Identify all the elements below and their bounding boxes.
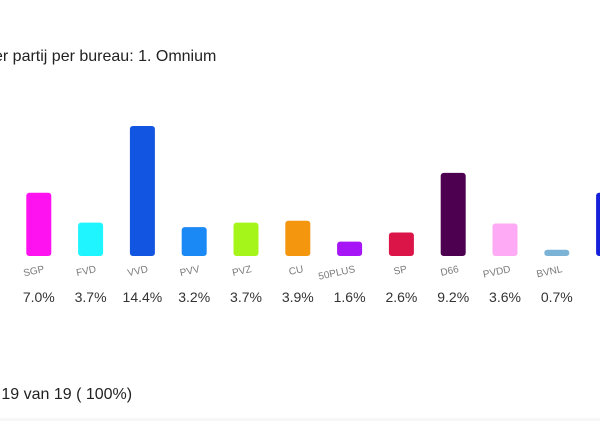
category-label-d66: D66 <box>440 264 461 279</box>
bar-sp <box>388 232 414 256</box>
bar-ja <box>596 192 600 256</box>
category-label-sp: SP <box>393 264 409 278</box>
value-label-vvd: 14.4% <box>123 289 163 305</box>
value-label-d66: 9.2% <box>437 289 469 305</box>
bar-cu <box>285 220 311 256</box>
bar-bvnl <box>544 249 570 256</box>
value-label-cu: 3.9% <box>282 289 314 305</box>
bar-d66 <box>440 172 466 256</box>
category-label-cu: CU <box>288 264 304 278</box>
category-label-vvd: VVD <box>127 264 149 279</box>
value-label-pvv: 3.2% <box>178 289 210 305</box>
footer-band <box>0 418 600 421</box>
bar-pvdd <box>492 223 518 256</box>
bar-pvv <box>181 227 207 256</box>
counted-status: us 19 van 19 ( 100%) <box>0 386 133 403</box>
value-label-bvnl: 0.7% <box>541 289 573 305</box>
value-label-sp: 2.6% <box>385 289 417 305</box>
category-label-fvd: FVD <box>75 264 97 279</box>
category-label-bvnl: BVNL <box>536 264 564 280</box>
bar-fvd <box>78 222 104 256</box>
value-label-50plus: 1.6% <box>334 289 366 305</box>
value-label-pvz: 3.7% <box>230 289 262 305</box>
category-label-sgp: SGP <box>22 264 45 279</box>
value-label-fvd: 3.7% <box>75 289 107 305</box>
bar-vvd <box>129 126 155 256</box>
bar-pvz <box>233 222 259 256</box>
bar-50plus <box>337 241 363 256</box>
value-label-sgp: 7.0% <box>23 289 55 305</box>
category-label-pvv: PVV <box>179 264 201 279</box>
category-label-pvdd: PVDD <box>482 264 511 281</box>
chart-title: er partij per bureau: 1. Omnium <box>0 48 217 65</box>
bar-sgp <box>26 192 52 256</box>
value-label-pvdd: 3.6% <box>489 289 521 305</box>
category-label-pvz: PVZ <box>231 264 252 279</box>
category-label-50plus: 50PLUS <box>318 264 357 283</box>
